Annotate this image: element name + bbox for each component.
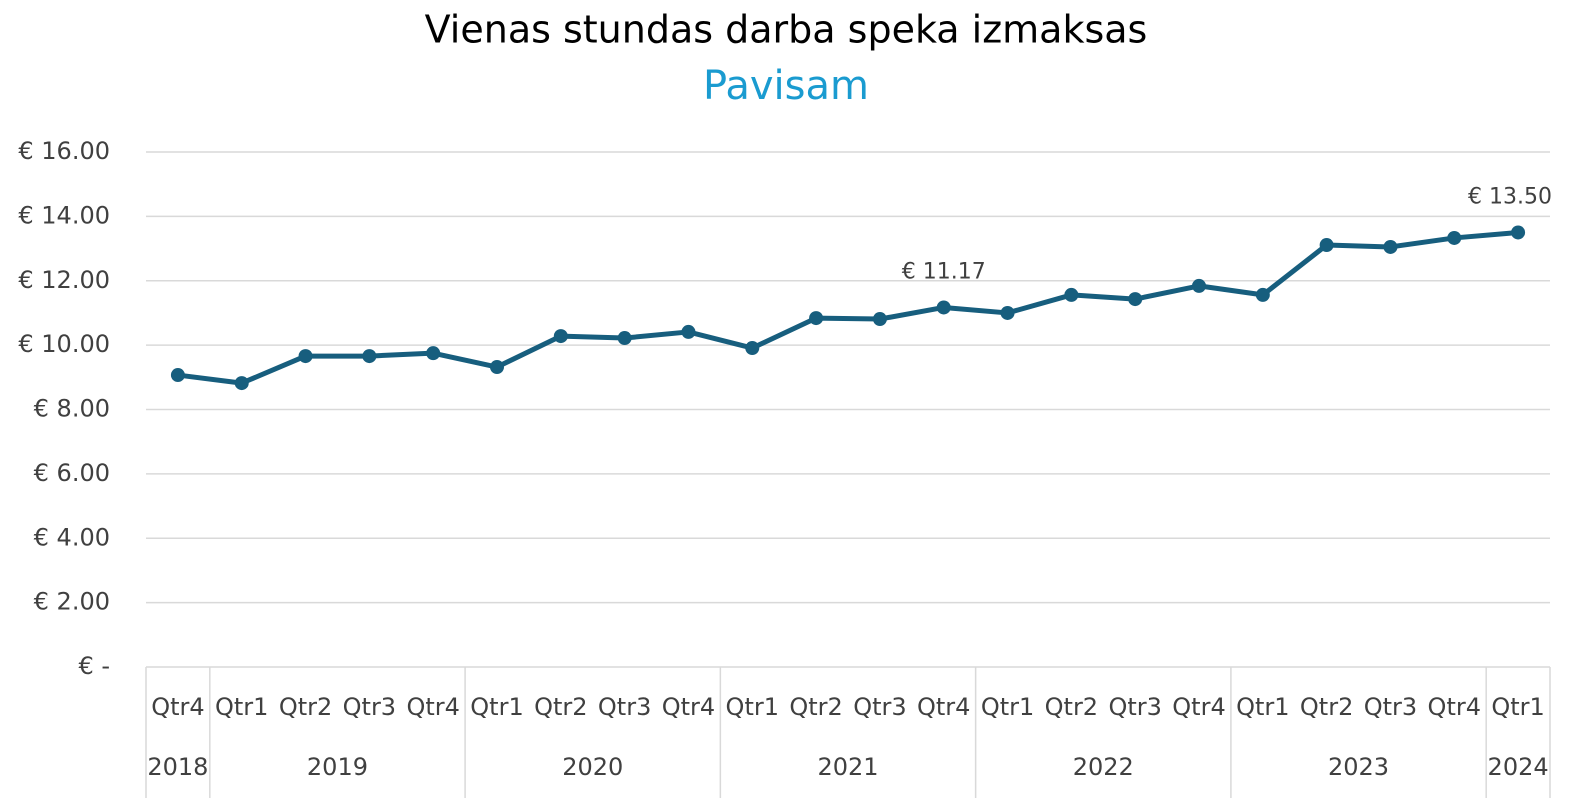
data-label: € 11.17: [902, 259, 986, 284]
y-tick-label: € 10.00: [18, 330, 110, 358]
x-tick-label: Qtr1: [726, 693, 779, 721]
x-tick-label: Qtr4: [1172, 693, 1225, 721]
point: [936, 300, 951, 315]
x-tick-label: Qtr3: [853, 693, 906, 721]
y-tick-label: € 2.00: [34, 588, 110, 616]
y-tick-label: € 6.00: [34, 459, 110, 487]
y-tick-label: € 14.00: [18, 201, 110, 229]
point: [617, 331, 632, 346]
x-group-label: 2021: [817, 753, 878, 781]
point: [1447, 230, 1462, 245]
x-group-label: 2022: [1073, 753, 1134, 781]
x-group-label: 2023: [1328, 753, 1389, 781]
x-tick-label: Qtr1: [470, 693, 523, 721]
point: [298, 349, 313, 364]
chart-subtitle: Pavisam: [703, 63, 869, 109]
point: [1192, 278, 1206, 293]
x-tick-label: Qtr2: [789, 693, 842, 721]
x-tick-label: Qtr3: [598, 693, 651, 721]
y-tick-label: € 12.00: [18, 266, 110, 294]
y-tick-label: € 8.00: [34, 395, 110, 423]
point: [1064, 287, 1079, 302]
y-tick-label: € -: [78, 652, 110, 680]
point: [490, 360, 504, 375]
y-tick-label: € 4.00: [34, 523, 110, 551]
x-tick-label: Qtr3: [343, 693, 396, 721]
point: [1511, 225, 1526, 240]
data-label: € 13.50: [1468, 184, 1552, 209]
x-tick-label: Qtr2: [1300, 693, 1353, 721]
point: [553, 329, 568, 344]
x-tick-label: Qtr3: [1364, 693, 1417, 721]
y-tick-label: € 16.00: [18, 137, 110, 165]
point: [426, 346, 441, 361]
line: [177, 229, 1519, 386]
x-tick-label: Qtr4: [151, 693, 204, 721]
point: [170, 368, 185, 383]
x-tick-label: Qtr2: [1045, 693, 1098, 721]
x-group-label: 2020: [562, 753, 623, 781]
x-tick-label: Qtr1: [1236, 693, 1289, 721]
point: [1000, 305, 1015, 320]
chart-title: Vienas stundas darba speka izmaksas: [425, 8, 1148, 52]
point: [362, 349, 377, 364]
point: [1383, 239, 1398, 254]
point: [1319, 238, 1334, 253]
point: [1128, 292, 1143, 307]
x-tick-label: Qtr4: [917, 693, 970, 721]
point: [1255, 287, 1270, 302]
x-tick-label: Qtr2: [279, 693, 332, 721]
x-group-label: 2018: [147, 753, 208, 781]
x-tick-label: Qtr1: [215, 693, 268, 721]
x-tick-label: Qtr1: [981, 693, 1034, 721]
x-tick-label: Qtr4: [662, 693, 715, 721]
point: [745, 341, 760, 356]
x-tick-label: Qtr4: [1428, 693, 1481, 721]
point: [872, 312, 887, 327]
point: [809, 311, 824, 326]
x-tick-label: Qtr1: [1491, 693, 1544, 721]
x-tick-label: Qtr2: [534, 693, 587, 721]
x-tick-label: Qtr4: [406, 693, 459, 721]
point: [681, 324, 696, 339]
point: [234, 376, 249, 391]
x-group-label: 2019: [307, 753, 368, 781]
x-group-label: 2024: [1488, 753, 1549, 781]
x-tick-label: Qtr3: [1108, 693, 1161, 721]
